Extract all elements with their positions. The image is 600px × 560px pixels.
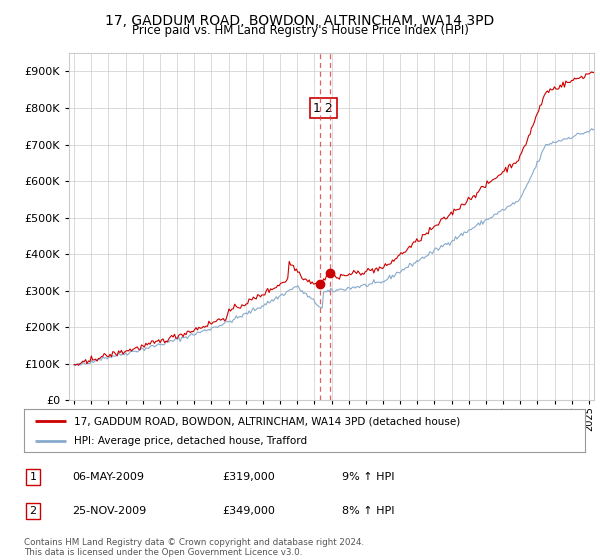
- Text: Contains HM Land Registry data © Crown copyright and database right 2024.
This d: Contains HM Land Registry data © Crown c…: [24, 538, 364, 557]
- Text: 1: 1: [29, 472, 37, 482]
- Text: 17, GADDUM ROAD, BOWDON, ALTRINCHAM, WA14 3PD: 17, GADDUM ROAD, BOWDON, ALTRINCHAM, WA1…: [106, 14, 494, 28]
- Text: 06-MAY-2009: 06-MAY-2009: [72, 472, 144, 482]
- Text: 2: 2: [29, 506, 37, 516]
- Text: 8% ↑ HPI: 8% ↑ HPI: [342, 506, 395, 516]
- Text: £319,000: £319,000: [222, 472, 275, 482]
- Text: 17, GADDUM ROAD, BOWDON, ALTRINCHAM, WA14 3PD (detached house): 17, GADDUM ROAD, BOWDON, ALTRINCHAM, WA1…: [74, 416, 461, 426]
- Text: £349,000: £349,000: [222, 506, 275, 516]
- Text: HPI: Average price, detached house, Trafford: HPI: Average price, detached house, Traf…: [74, 436, 308, 446]
- Text: 9% ↑ HPI: 9% ↑ HPI: [342, 472, 395, 482]
- Text: 25-NOV-2009: 25-NOV-2009: [72, 506, 146, 516]
- Text: 1 2: 1 2: [313, 101, 333, 115]
- Text: Price paid vs. HM Land Registry's House Price Index (HPI): Price paid vs. HM Land Registry's House …: [131, 24, 469, 37]
